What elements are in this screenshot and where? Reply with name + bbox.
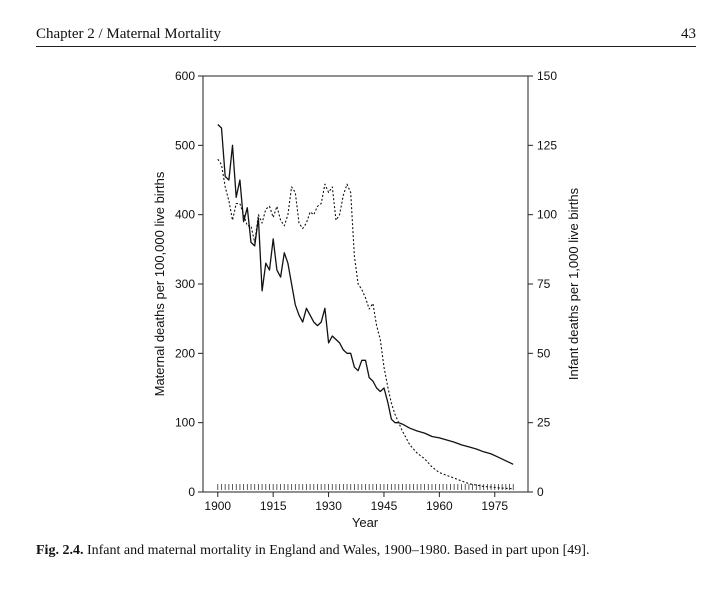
x-tick-label-1945: 1945 <box>371 499 398 513</box>
infant-deaths-line <box>217 158 514 490</box>
chapter-title: Chapter 2 / Maternal Mortality <box>36 26 221 42</box>
left-y-tick-label-200: 200 <box>175 346 195 360</box>
right-y-tick-label-125: 125 <box>537 138 557 152</box>
left-y-tick-label-0: 0 <box>188 485 195 499</box>
caption-text: Infant and maternal mortality in England… <box>86 543 590 558</box>
right-y-tick-label-25: 25 <box>537 416 551 430</box>
figure-caption: Fig. 2.4. Infant and maternal mortality … <box>36 543 706 559</box>
right-y-tick-label-100: 100 <box>537 208 557 222</box>
page-number: 43 <box>681 26 696 42</box>
x-tick-label-1975: 1975 <box>481 499 508 513</box>
x-tick-label-1930: 1930 <box>315 499 342 513</box>
caption-label: Fig. 2.4. <box>36 543 84 558</box>
right-y-tick-label-0: 0 <box>537 485 544 499</box>
left-y-tick-label-100: 100 <box>175 416 195 430</box>
plot-frame <box>202 75 529 493</box>
right-y-axis: 0 25 50 75 100 125 150 <box>528 69 557 499</box>
maternal-deaths-line <box>217 124 514 465</box>
year-rug-marks <box>217 484 514 490</box>
x-axis-label: Year <box>352 515 379 530</box>
left-y-tick-label-500: 500 <box>175 138 195 152</box>
x-axis: 1900 1915 1930 1945 1960 1975 <box>204 492 508 513</box>
right-y-tick-label-50: 50 <box>537 346 551 360</box>
x-tick-label-1915: 1915 <box>260 499 287 513</box>
header-rule <box>36 46 696 47</box>
left-y-tick-label-300: 300 <box>175 277 195 291</box>
series-layer <box>217 124 514 490</box>
right-y-tick-label-75: 75 <box>537 277 551 291</box>
x-tick-label-1960: 1960 <box>426 499 453 513</box>
right-y-tick-label-150: 150 <box>537 69 557 83</box>
mortality-chart: 1900 1915 1930 1945 1960 1975 0 100 200 300 400 50… <box>152 69 581 530</box>
left-y-axis: 0 100 200 300 400 500 600 <box>175 69 203 499</box>
running-head: Chapter 2 / Maternal Mortality 43 <box>36 26 696 48</box>
left-y-tick-label-600: 600 <box>175 69 195 83</box>
right-y-axis-label: Infant deaths per 1,000 live births <box>566 187 581 380</box>
x-tick-label-1900: 1900 <box>204 499 231 513</box>
left-y-axis-label: Maternal deaths per 100,000 live births <box>152 171 167 396</box>
left-y-tick-label-400: 400 <box>175 208 195 222</box>
